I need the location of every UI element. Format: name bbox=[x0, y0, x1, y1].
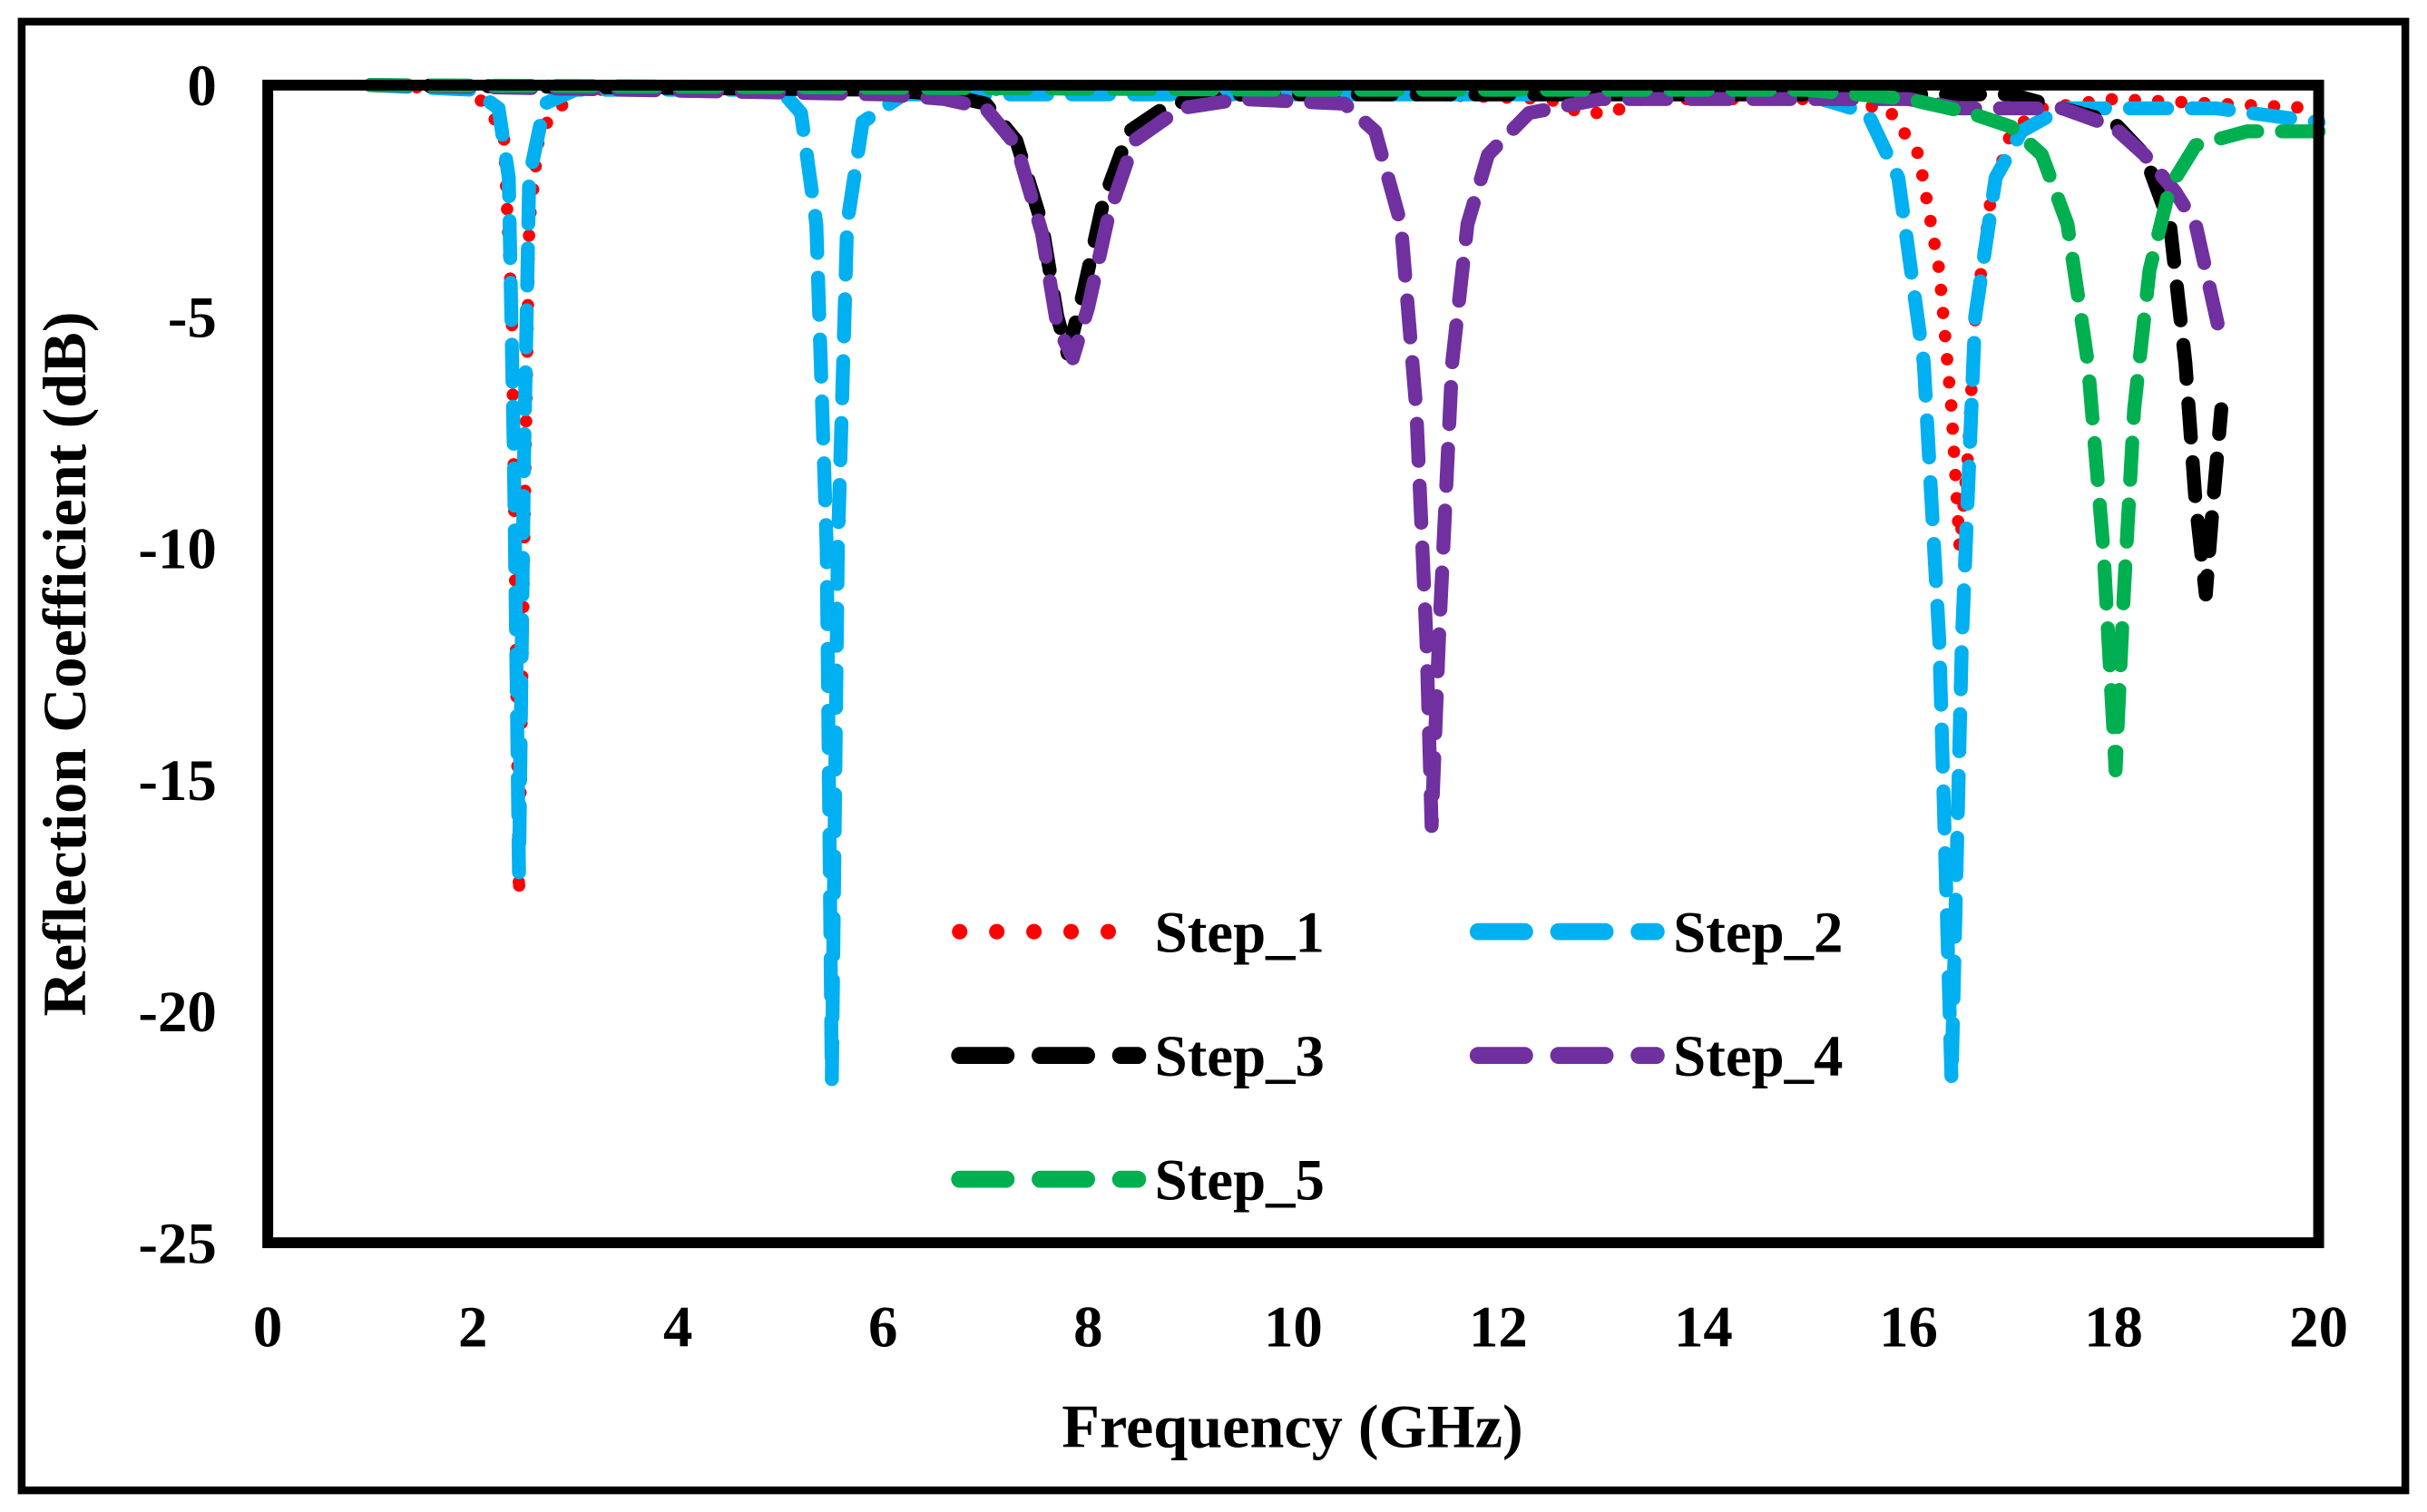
x-tick-label: 12 bbox=[1469, 1294, 1528, 1360]
y-tick-labels: 0 -5 -10 -15 -20 -25 bbox=[138, 54, 216, 1276]
x-tick-label: 4 bbox=[663, 1294, 692, 1360]
outer-frame bbox=[17, 17, 2410, 1495]
plot-frame bbox=[262, 79, 2324, 1249]
series-layer bbox=[363, 78, 2326, 1088]
legend: Step_1 Step_2 Step_3 Step_4 Step_5 bbox=[951, 900, 1843, 1213]
y-tick-label: -15 bbox=[138, 748, 216, 814]
legend-label: Step_3 bbox=[1155, 1024, 1325, 1089]
legend-label: Step_2 bbox=[1673, 900, 1843, 965]
y-tick-label: -20 bbox=[138, 980, 216, 1045]
legend-item: Step_1 bbox=[952, 900, 1325, 965]
series-line-step-5 bbox=[363, 78, 2326, 778]
x-tick-labels: 0 2 4 6 8 10 12 14 16 18 20 bbox=[253, 1294, 2348, 1360]
x-axis-label: Frequency (GHz) bbox=[1062, 1391, 1522, 1460]
y-tick-label: -10 bbox=[138, 517, 216, 582]
series-line-step-4 bbox=[363, 78, 2228, 834]
x-tick-label: 14 bbox=[1674, 1294, 1733, 1360]
y-tick-label: 0 bbox=[187, 54, 216, 119]
legend-label: Step_4 bbox=[1673, 1024, 1843, 1089]
x-tick-label: 0 bbox=[253, 1294, 282, 1360]
x-tick-label: 18 bbox=[2084, 1294, 2143, 1360]
series-line-step-2 bbox=[363, 78, 2326, 1088]
y-tick-label: -5 bbox=[168, 285, 217, 350]
y-tick-label: -25 bbox=[138, 1211, 216, 1276]
x-tick-label: 20 bbox=[2289, 1294, 2348, 1360]
legend-item: Step_2 bbox=[1469, 900, 1843, 965]
legend-item: Step_4 bbox=[1469, 1024, 1843, 1089]
x-tick-label: 6 bbox=[868, 1294, 897, 1360]
x-tick-label: 16 bbox=[1879, 1294, 1938, 1360]
legend-label: Step_1 bbox=[1155, 900, 1325, 965]
legend-item: Step_3 bbox=[951, 1024, 1325, 1089]
y-axis-label: Reflection Coefficient (dB) bbox=[30, 312, 99, 1017]
x-tick-label: 2 bbox=[458, 1294, 487, 1360]
legend-item: Step_5 bbox=[951, 1147, 1325, 1213]
legend-label: Step_5 bbox=[1155, 1147, 1325, 1213]
x-tick-label: 10 bbox=[1264, 1294, 1323, 1360]
x-tick-label: 8 bbox=[1073, 1294, 1102, 1360]
